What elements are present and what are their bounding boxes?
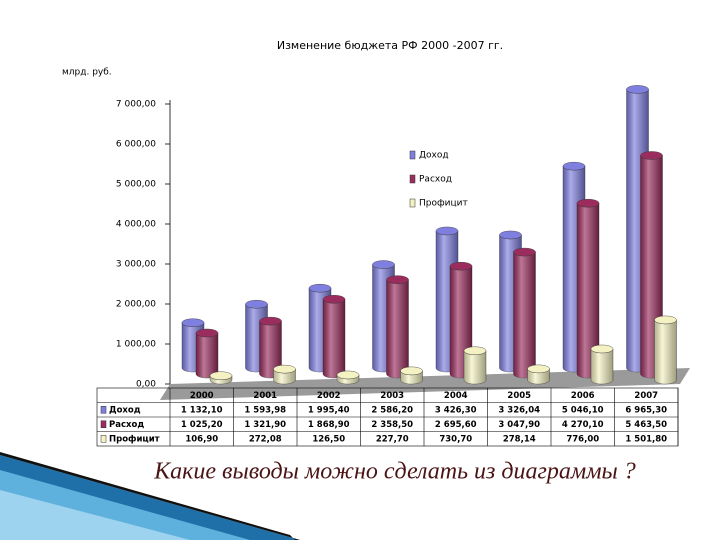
y-tick-label: 2 000,00 bbox=[116, 300, 156, 310]
table-value: 1 501,80 bbox=[625, 434, 667, 444]
table-series-name: Доход bbox=[109, 405, 141, 415]
bar-shade bbox=[323, 299, 345, 378]
bar-top bbox=[654, 315, 677, 325]
bar-shade bbox=[337, 374, 359, 384]
bar-top bbox=[463, 346, 487, 355]
table-value: 2 586,20 bbox=[371, 405, 413, 415]
bar-top bbox=[590, 344, 614, 354]
table-value: 1 025,20 bbox=[181, 420, 223, 430]
legend-label: Расход bbox=[419, 175, 452, 185]
table-value: 4 270,10 bbox=[562, 420, 604, 430]
bar-shade bbox=[464, 350, 486, 384]
bar-top bbox=[640, 151, 663, 160]
bar-top bbox=[386, 275, 409, 284]
bar-shade bbox=[196, 332, 218, 378]
legend-swatch bbox=[409, 174, 416, 184]
legend-label: Профицит bbox=[419, 199, 468, 209]
table-series-name: Профицит bbox=[109, 434, 160, 444]
bar-top bbox=[527, 364, 550, 374]
x-tick-label: 2006 bbox=[571, 391, 595, 401]
table-value: 3 326,04 bbox=[498, 405, 540, 415]
table-value: 272,08 bbox=[249, 434, 282, 444]
x-tick-label: 2000 bbox=[190, 391, 214, 401]
table-value: 1 321,90 bbox=[244, 420, 286, 430]
bar-shade bbox=[259, 321, 282, 378]
table-value: 2 695,60 bbox=[435, 420, 477, 430]
y-label: млрд. руб. bbox=[62, 68, 112, 78]
y-tick-label: 4 000,00 bbox=[116, 220, 156, 230]
bar-top bbox=[195, 328, 219, 338]
table-value: 106,90 bbox=[185, 434, 218, 444]
chart-title: Изменение бюджета РФ 2000 -2007 гг. bbox=[277, 39, 503, 52]
bar-top bbox=[372, 260, 395, 269]
table-value: 3 047,90 bbox=[498, 420, 540, 430]
bar-shade bbox=[577, 203, 599, 378]
bar-top bbox=[209, 371, 233, 380]
y-tick-label: 5 000,00 bbox=[116, 180, 156, 190]
table-value: 5 463,50 bbox=[625, 420, 667, 430]
legend-swatch bbox=[409, 198, 416, 208]
bar-top bbox=[513, 247, 536, 257]
bar-shade bbox=[513, 252, 536, 378]
y-tick-label: 7 000,00 bbox=[116, 100, 156, 110]
table-value: 776,00 bbox=[566, 434, 599, 444]
bar-top bbox=[308, 283, 332, 293]
bar-shade bbox=[527, 368, 550, 384]
bar-top bbox=[245, 300, 268, 309]
caption: Какие выводы можно сделать из диаграммы … bbox=[153, 459, 636, 485]
legend-swatch bbox=[409, 150, 416, 160]
table-value: 2 358,50 bbox=[371, 420, 413, 430]
table-series-name: Расход bbox=[109, 420, 144, 430]
table-value: 1 593,98 bbox=[244, 405, 286, 415]
table-value: 730,70 bbox=[439, 434, 472, 444]
y-tick-label: 1 000,00 bbox=[116, 340, 156, 350]
decor-strip bbox=[0, 490, 190, 540]
table-value: 1 868,90 bbox=[308, 420, 350, 430]
bar-top bbox=[322, 295, 346, 304]
bar-shade bbox=[386, 279, 409, 378]
table-swatch bbox=[100, 406, 107, 414]
x-tick-label: 2005 bbox=[507, 391, 531, 401]
bar-shade bbox=[273, 369, 296, 384]
bar-shade bbox=[400, 370, 423, 384]
table-value: 6 965,30 bbox=[625, 405, 667, 415]
decor-line bbox=[0, 452, 300, 540]
table-value: 3 426,30 bbox=[435, 405, 477, 415]
bar-top bbox=[562, 161, 586, 171]
bar-top bbox=[576, 198, 600, 208]
table-value: 278,14 bbox=[503, 434, 536, 444]
bar-top bbox=[499, 230, 522, 240]
bar-top bbox=[449, 261, 473, 271]
bar-shade bbox=[654, 319, 677, 384]
table-value: 227,70 bbox=[376, 434, 409, 444]
bar-top bbox=[273, 364, 296, 374]
bar-top bbox=[435, 226, 459, 236]
table-value: 126,50 bbox=[312, 434, 345, 444]
legend-label: Доход bbox=[419, 151, 449, 161]
y-tick-label: 3 000,00 bbox=[116, 260, 156, 270]
x-tick-label: 2001 bbox=[253, 391, 277, 401]
table-value: 1 132,10 bbox=[181, 405, 223, 415]
y-tick-label: 6 000,00 bbox=[116, 140, 156, 150]
table-swatch bbox=[100, 420, 107, 428]
bar-top bbox=[259, 316, 282, 326]
floor bbox=[160, 368, 690, 400]
table-value: 5 046,10 bbox=[562, 405, 604, 415]
x-tick-label: 2003 bbox=[380, 391, 404, 401]
bar-top bbox=[181, 318, 205, 327]
x-tick-label: 2004 bbox=[444, 391, 468, 401]
bar-top bbox=[336, 370, 360, 380]
bar-top bbox=[400, 366, 423, 376]
table-swatch bbox=[100, 435, 107, 443]
bar-top bbox=[626, 85, 649, 94]
bar-shade bbox=[591, 348, 613, 384]
y-tick-label: 0,00 bbox=[136, 380, 156, 390]
table-value: 1 995,40 bbox=[308, 405, 350, 415]
x-tick-label: 2007 bbox=[634, 391, 658, 401]
x-tick-label: 2002 bbox=[317, 391, 341, 401]
